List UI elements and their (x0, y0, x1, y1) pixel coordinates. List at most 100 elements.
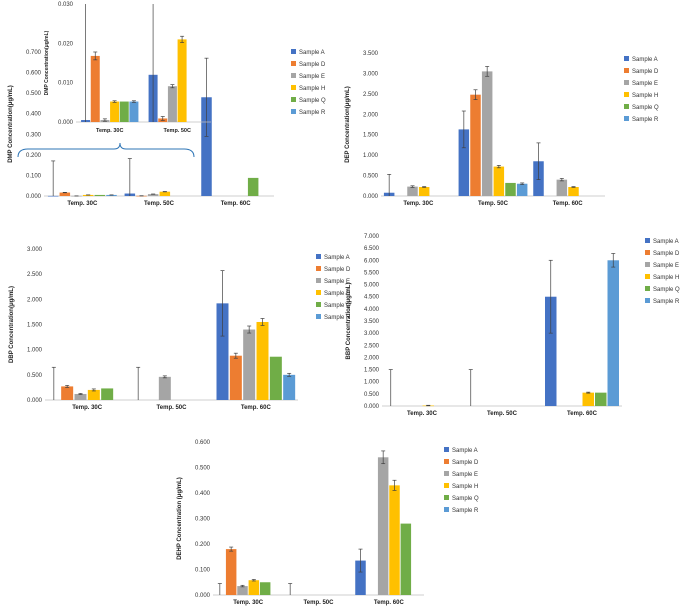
y-tick-label: 0.000 (195, 593, 211, 599)
y-tick-label: 0.400 (26, 112, 42, 118)
bar-sample-e (556, 179, 568, 196)
bar-sample-r (607, 260, 619, 406)
bar-sample-a (201, 97, 212, 196)
x-category-label: Temp. 30C (67, 201, 98, 207)
inset-y-axis-title: DMP Concentration(μg/mL) (44, 30, 50, 95)
x-category-label: Temp. 50C (157, 405, 188, 411)
y-tick-label: 1.000 (363, 153, 379, 159)
legend-swatch (624, 92, 629, 97)
bar-sample-q (595, 392, 607, 406)
y-tick-label: 4.000 (364, 307, 380, 313)
inset-brace (17, 142, 195, 158)
legend-label: Sample H (653, 275, 679, 281)
y-tick-label: 2.500 (364, 343, 380, 349)
dmp-inset: 0.000 0.010 0.020 0.030 DMP Concentration(μg… (17, 2, 211, 158)
legend-label: Sample A (632, 57, 658, 63)
legend-label: Sample Q (452, 496, 479, 502)
legend-swatch (291, 61, 296, 66)
legend-label: Sample D (299, 62, 326, 68)
y-tick-label: 1.500 (363, 133, 379, 139)
legend-swatch (444, 483, 449, 488)
legend-label: Sample R (653, 299, 680, 305)
y-tick-label: 0.500 (26, 91, 42, 97)
legend-label: Sample E (299, 74, 325, 80)
y-axis-title: DEP Concentration(μg/mL) (345, 86, 351, 163)
inset-bar-sample-e (167, 86, 177, 122)
x-category-label: Temp. 60C (221, 201, 252, 207)
legend-swatch (624, 80, 629, 85)
inset-y-tick-label: 0.000 (58, 120, 74, 126)
legend-swatch (645, 262, 650, 267)
legend-swatch (624, 68, 629, 73)
inset-bar-sample-q (119, 101, 129, 122)
inset-bar-sample-h (110, 101, 120, 122)
x-category-label: Temp. 30C (407, 411, 438, 417)
y-tick-label: 7.000 (364, 234, 380, 240)
legend-swatch (316, 278, 321, 283)
y-tick-label: 1.500 (27, 323, 43, 329)
legend-label: Sample D (452, 460, 479, 466)
bar-sample-e (243, 329, 256, 400)
x-category-label: Temp. 30C (233, 600, 264, 606)
bar-sample-r (106, 194, 117, 196)
legend-label: Sample H (452, 484, 478, 490)
bar-sample-d (225, 549, 237, 595)
y-axis-title: DBP Concentration(μg/mL) (9, 286, 15, 363)
bar-sample-h (159, 191, 171, 196)
x-category-label: Temp. 60C (567, 411, 598, 417)
x-category-label: Temp. 60C (553, 201, 584, 207)
y-tick-label: 0.500 (27, 373, 43, 379)
legend-swatch (645, 250, 650, 255)
y-tick-label: 3.000 (363, 71, 379, 77)
y-tick-label: 2.000 (364, 355, 380, 361)
y-tick-label: 0.000 (27, 398, 43, 404)
bar-sample-e (237, 586, 248, 595)
x-category-label: Temp. 60C (374, 600, 405, 606)
y-tick-label: 0.500 (195, 466, 211, 472)
inset-y-tick-label: 0.010 (58, 81, 74, 87)
bar-sample-q (94, 194, 106, 196)
y-tick-label: 1.500 (364, 368, 380, 374)
bar-sample-d (59, 192, 71, 196)
y-tick-label: 3.500 (364, 319, 380, 325)
y-tick-label: 0.100 (195, 568, 211, 574)
bar-sample-q (247, 177, 259, 196)
legend-swatch (444, 447, 449, 452)
legend-swatch (624, 116, 629, 121)
bar-sample-a (47, 195, 59, 197)
legend-swatch (444, 471, 449, 476)
y-tick-label: 0.700 (26, 50, 42, 56)
bar-sample-h (389, 485, 400, 595)
x-category-label: Temp. 50C (487, 411, 518, 417)
bar-sample-q (259, 582, 271, 595)
bar-sample-h (256, 321, 269, 400)
legend-swatch (645, 238, 650, 243)
bar-sample-e (377, 457, 389, 595)
x-category-label: Temp. 30C (403, 201, 434, 207)
legend-label: Sample E (632, 81, 658, 87)
legend-label: Sample Q (324, 303, 351, 309)
y-tick-label: 0.000 (363, 194, 379, 200)
legend-swatch (444, 495, 449, 500)
legend-label: Sample Q (653, 287, 680, 293)
legend-swatch (645, 274, 650, 279)
bar-sample-r (516, 183, 528, 196)
bar-sample-e (74, 393, 87, 400)
inset-bar-sample-d (90, 55, 100, 122)
legend-swatch (316, 314, 321, 319)
y-tick-label: 0.000 (364, 404, 380, 410)
y-tick-label: 3.500 (363, 51, 379, 57)
y-tick-label: 0.500 (364, 392, 380, 398)
bar-sample-e (407, 186, 418, 196)
legend-label: Sample Q (632, 105, 659, 111)
legend-label: Sample E (452, 472, 478, 478)
legend-swatch (444, 507, 449, 512)
legend-label: Sample E (653, 263, 679, 269)
legend-label: Sample A (299, 50, 325, 56)
legend-swatch (291, 85, 296, 90)
y-tick-label: 1.000 (27, 348, 43, 354)
legend-swatch (291, 109, 296, 114)
legend-swatch (444, 459, 449, 464)
y-tick-label: 0.200 (195, 542, 211, 548)
